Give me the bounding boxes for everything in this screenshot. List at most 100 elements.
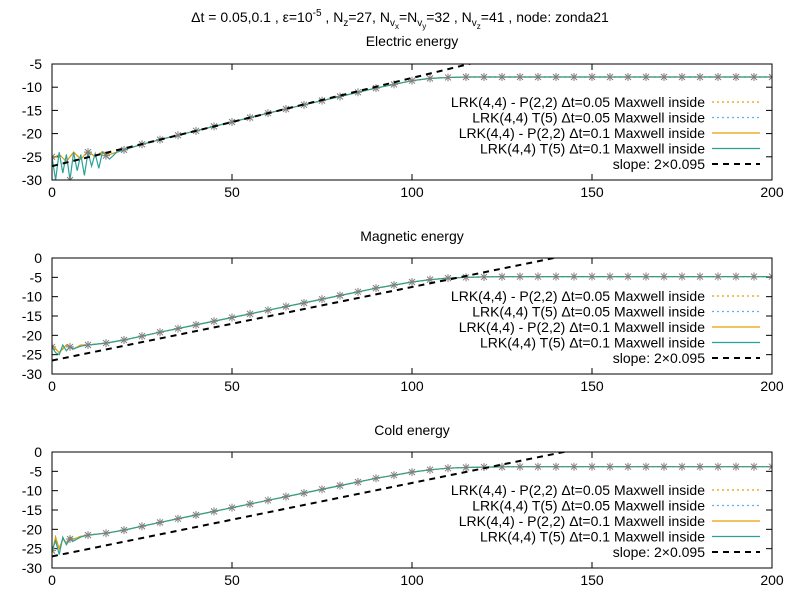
series-marker <box>552 272 560 281</box>
y-tick-label: -30 <box>22 560 42 576</box>
x-tick-label: 200 <box>760 184 784 200</box>
y-tick-label: -25 <box>22 541 42 557</box>
series-marker <box>138 522 146 531</box>
series-marker <box>282 302 290 311</box>
series-marker <box>732 72 740 81</box>
series-marker <box>408 76 416 85</box>
legend-entry-3: LRK(4,4) - P(2,2) Δt=0.1 Maxwell inside <box>459 319 760 335</box>
y-tick-label: -10 <box>22 483 42 499</box>
chart-title: Cold energy <box>374 422 450 438</box>
x-tick-label: 0 <box>48 572 56 588</box>
legend-entry-3: LRK(4,4) - P(2,2) Δt=0.1 Maxwell inside <box>459 513 760 529</box>
axes-frame <box>51 63 773 181</box>
y-tick-label: -30 <box>22 172 42 188</box>
y-tick-label: -25 <box>22 149 42 165</box>
series-marker <box>300 488 308 497</box>
legend-entry-2: LRK(4,4) T(5) Δt=0.05 Maxwell inside <box>472 110 760 126</box>
series-marker <box>534 72 542 81</box>
x-tick-label: 0 <box>48 378 56 394</box>
series-marker <box>714 462 722 471</box>
x-tick-label: 0 <box>48 184 56 200</box>
series-marker <box>750 462 758 471</box>
series-marker <box>750 72 758 81</box>
y-tick-label: -20 <box>22 521 42 537</box>
axes-frame <box>51 257 773 375</box>
series-marker <box>372 284 380 293</box>
series-marker <box>246 309 254 318</box>
series-marker <box>696 462 704 471</box>
series-marker <box>588 272 596 281</box>
series-marker <box>624 72 632 81</box>
series-marker <box>426 465 434 474</box>
y-tick-label: 0 <box>34 250 42 266</box>
series-marker <box>210 507 218 516</box>
y-tick-label: -10 <box>22 79 42 95</box>
series-marker <box>84 531 92 540</box>
series-marker <box>102 529 110 538</box>
legend-entry-4: LRK(4,4) T(5) Δt=0.1 Maxwell inside <box>480 335 760 351</box>
legend-label: LRK(4,4) - P(2,2) Δt=0.1 Maxwell inside <box>459 319 705 335</box>
series-marker <box>228 118 236 126</box>
plot-area <box>52 452 772 558</box>
x-tick-label: 150 <box>580 378 604 394</box>
series-marker <box>570 72 578 81</box>
series-marker <box>696 272 704 281</box>
series-marker <box>732 462 740 471</box>
chart-title: Magnetic energy <box>360 228 464 244</box>
legend-label: slope: 2×0.095 <box>613 544 705 560</box>
series-marker <box>300 100 308 109</box>
series-marker <box>462 463 470 472</box>
chart-panel-1: Electric energy 0 50 100 150 200 -30 -25 -20 -15 -… <box>22 33 784 200</box>
legend-entry-3: LRK(4,4) - P(2,2) Δt=0.1 Maxwell inside <box>459 125 760 141</box>
x-tick-label: 100 <box>400 184 424 200</box>
series-marker <box>642 72 650 81</box>
y-tick-label: -20 <box>22 126 42 142</box>
series-marker <box>102 151 110 160</box>
legend-label: LRK(4,4) - P(2,2) Δt=0.1 Maxwell inside <box>459 125 705 141</box>
series-marker <box>264 306 272 315</box>
series-marker <box>408 277 416 286</box>
series-marker <box>264 496 272 505</box>
series-marker <box>624 462 632 471</box>
y-tick-label: -5 <box>30 56 43 72</box>
series-marker <box>354 477 362 486</box>
series-marker <box>678 72 686 81</box>
series-marker <box>120 335 128 344</box>
series-marker <box>480 463 488 472</box>
x-tick-label: 50 <box>224 378 240 394</box>
y-tick-label: -5 <box>30 269 43 285</box>
series-marker <box>228 503 236 512</box>
series-marker <box>750 272 758 281</box>
chart-panel-2: Magnetic energy 0 50 100 150 200 -30 -25 -20 -15 -… <box>22 228 784 394</box>
legend-label: LRK(4,4) - P(2,2) Δt=0.05 Maxwell inside <box>451 94 705 110</box>
legend-label: slope: 2×0.095 <box>613 156 705 172</box>
series-marker <box>660 272 668 281</box>
series-marker <box>174 131 182 140</box>
series-marker <box>444 274 452 283</box>
legend-label: LRK(4,4) - P(2,2) Δt=0.05 Maxwell inside <box>451 288 705 304</box>
y-tick-label: -15 <box>22 502 42 518</box>
series-marker <box>660 72 668 81</box>
series-marker <box>246 500 254 509</box>
series-marker <box>318 295 326 304</box>
series-marker <box>534 272 542 281</box>
series-marker <box>696 72 704 81</box>
series-marker <box>624 272 632 281</box>
plot-area <box>52 64 772 180</box>
series-marker <box>570 272 578 281</box>
series-marker <box>552 72 560 81</box>
series-marker <box>66 342 74 351</box>
series-marker <box>156 518 164 527</box>
series-marker <box>228 313 236 322</box>
legend-entry-5: slope: 2×0.095 <box>613 544 760 560</box>
series-marker <box>174 324 182 333</box>
series-marker <box>120 145 128 154</box>
legend-entry-4: LRK(4,4) T(5) Δt=0.1 Maxwell inside <box>480 141 760 157</box>
series-marker <box>282 492 290 501</box>
series-marker <box>84 148 92 157</box>
series-marker <box>174 514 182 523</box>
series-marker <box>660 462 668 471</box>
series-marker <box>300 298 308 307</box>
series-marker <box>498 462 506 471</box>
